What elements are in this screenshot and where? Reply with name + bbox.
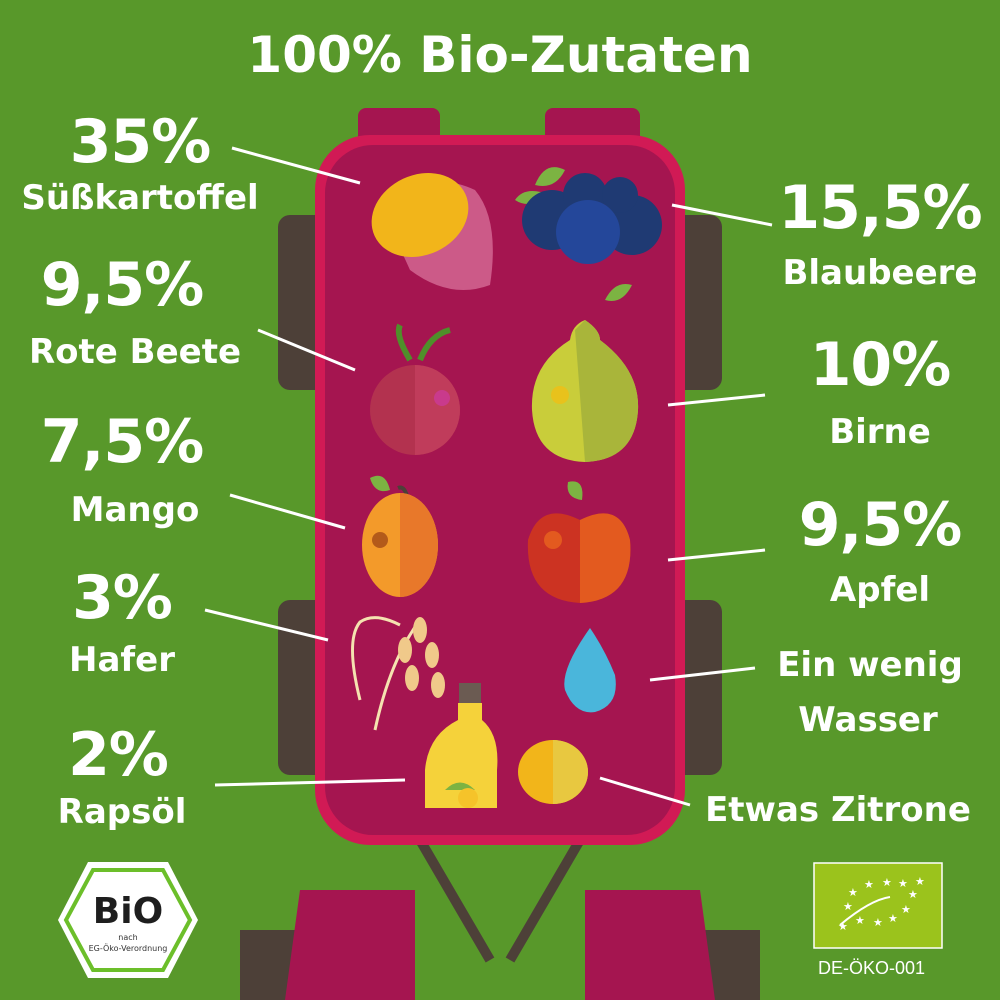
oat-icon	[351, 616, 445, 731]
svg-text:★: ★	[843, 900, 853, 913]
bio-seal-word: BiO	[92, 891, 164, 932]
pear-label: Birne	[829, 412, 931, 452]
page-title: 100% Bio-Zutaten	[247, 26, 753, 84]
apple-label: Apfel	[829, 570, 931, 610]
pear-percent: 10%	[809, 330, 952, 400]
oil-bottle-icon	[425, 683, 498, 808]
oil-label: Rapsöl	[57, 792, 187, 832]
svg-text:★: ★	[915, 875, 925, 888]
svg-text:★: ★	[908, 888, 918, 901]
svg-text:★: ★	[901, 903, 911, 916]
lemon-label: Etwas Zitrone	[705, 790, 971, 830]
eu-organic-code: DE-ÖKO-001	[818, 958, 926, 978]
svg-text:★: ★	[848, 886, 858, 899]
water-drop-icon	[564, 628, 616, 713]
sweet-potato-percent: 35%	[69, 107, 212, 177]
eu-organic-logo: ★ ★ ★ ★ ★★★ ★★★ ★★	[813, 862, 943, 949]
apple-percent: 9,5%	[798, 490, 962, 560]
oat-label: Hafer	[68, 640, 176, 680]
water-label-line1: Ein wenig	[777, 645, 963, 685]
bio-seal-line2: EG-Öko-Verordnung	[88, 944, 168, 953]
svg-text:★: ★	[838, 920, 848, 933]
svg-text:★: ★	[888, 912, 898, 925]
oat-percent: 3%	[72, 563, 173, 633]
oil-percent: 2%	[68, 720, 169, 790]
connector-lines	[204, 146, 773, 807]
beetroot-label: Rote Beete	[28, 332, 242, 372]
svg-text:★: ★	[873, 916, 883, 929]
water-label-line2: Wasser	[798, 700, 938, 740]
blueberry-label: Blaubeere	[782, 253, 978, 293]
mango-icon	[362, 475, 438, 597]
sweet-potato-label: Süßkartoffel	[21, 178, 259, 218]
mango-percent: 7,5%	[40, 407, 204, 477]
blueberry-percent: 15,5%	[778, 173, 982, 243]
svg-text:★: ★	[882, 876, 892, 889]
beetroot-percent: 9,5%	[40, 250, 204, 320]
svg-text:★: ★	[864, 878, 874, 891]
bio-seal-logo	[58, 862, 198, 978]
blueberries-icon	[515, 167, 662, 264]
mango-label: Mango	[70, 490, 200, 530]
svg-text:★: ★	[855, 914, 865, 927]
bio-seal-line1: nach	[118, 933, 138, 942]
svg-text:★: ★	[898, 877, 908, 890]
beetroot-icon	[370, 323, 460, 455]
sweet-potato-icon	[371, 173, 493, 290]
pear-icon	[531, 284, 639, 462]
apple-icon	[527, 481, 631, 603]
lemon-icon	[518, 740, 588, 804]
